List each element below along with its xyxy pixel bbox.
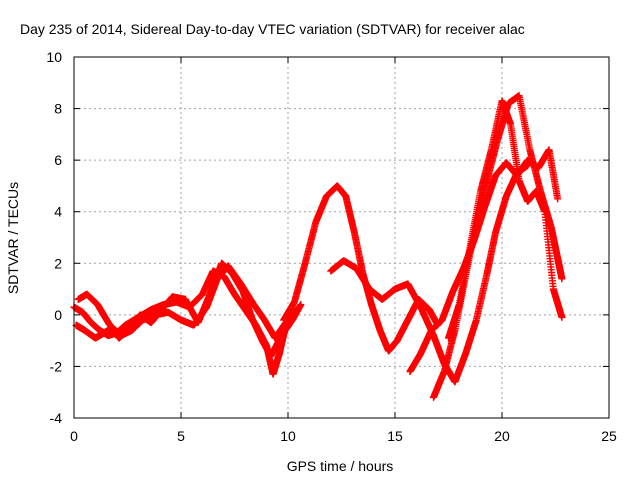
data-point — [297, 301, 305, 309]
y-tick-label: 10 — [46, 49, 62, 65]
chart-title: Day 235 of 2014, Sidereal Day-to-day VTE… — [20, 21, 525, 37]
y-tick-label: 8 — [54, 101, 62, 117]
y-tick-label: -4 — [50, 410, 63, 426]
x-tick-label: 10 — [280, 428, 296, 444]
y-axis-title: SDTVAR / TECUs — [5, 182, 21, 294]
x-tick-label: 0 — [70, 428, 78, 444]
x-tick-label: 25 — [601, 428, 617, 444]
y-tick-label: -2 — [50, 358, 63, 374]
y-tick-label: 4 — [54, 204, 62, 220]
series-track-3 — [74, 259, 305, 360]
x-tick-label: 5 — [177, 428, 185, 444]
y-tick-label: 2 — [54, 255, 62, 271]
y-tick-label: 0 — [54, 307, 62, 323]
y-tick-label: 6 — [54, 152, 62, 168]
data-markers — [70, 92, 566, 401]
x-axis-title: GPS time / hours — [287, 458, 394, 474]
x-tick-label: 20 — [494, 428, 510, 444]
x-tick-label: 15 — [387, 428, 403, 444]
